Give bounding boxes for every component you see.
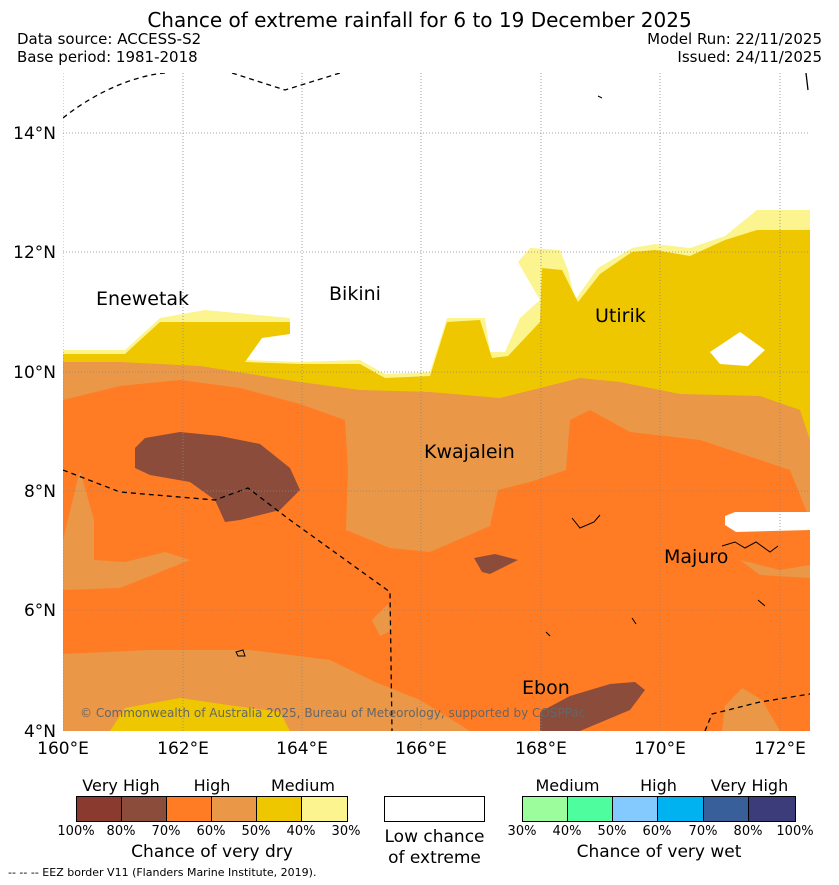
low-chance-patch-2 [725,512,810,532]
map-title: Chance of extreme rainfall for 6 to 19 D… [147,8,692,32]
wet-category-very-high: Very High [710,776,789,795]
wet-tick: 30% [507,824,537,839]
dry-category-high: High [193,776,231,795]
low-chance-label-2: of extreme [388,848,481,868]
wet-tick: 60% [642,824,672,839]
lon-label-170e: 170°E [634,739,686,759]
place-enewetak: Enewetak [96,288,189,310]
atoll-coastline-kwajalein [571,514,601,529]
lat-label-6n: 6°N [24,601,56,621]
dry-70-80-patch-3 [540,682,645,731]
wet-swatch-40-50 [568,797,613,821]
low-chance-label-1: Low chance [384,827,485,847]
model-run: Model Run: 22/11/2025 [647,30,822,48]
wet-swatch-80-100 [749,797,795,821]
atoll-coastline-misc [545,95,766,637]
dry-tick: 40% [286,824,316,839]
dry-40-50-strip-south [110,698,290,731]
issued-date: Issued: 24/11/2025 [677,48,822,66]
dry-tick: 60% [196,824,226,839]
dry-category-very-high: Very High [82,776,160,795]
lon-label-168e: 168°E [515,739,567,759]
low-chance-patch-1 [710,332,765,366]
lat-label-12n: 12°N [13,243,56,263]
base-period: Base period: 1981-2018 [17,48,198,66]
copyright-notice: © Commonwealth of Australia 2025, Bureau… [80,706,585,720]
dry-swatch-100-80 [77,797,122,821]
dry-tick: 100% [57,824,95,839]
eez-border-east [704,693,810,731]
dry-50-60-patch-mid [372,604,392,636]
place-majuro: Majuro [664,546,728,568]
wet-colorbar [522,796,796,822]
wet-tick: 70% [688,824,718,839]
wet-category-medium: Medium [535,776,600,795]
dry-swatch-70-60 [167,797,212,821]
lon-label-164e: 164°E [276,739,328,759]
dry-70-80-patch-1 [135,432,300,522]
dry-swatch-50-40 [257,797,302,821]
lat-label-8n: 8°N [24,482,56,502]
eez-border-ne [805,73,809,91]
dry-swatch-40-30 [302,797,347,821]
dry-70-80-patch-2 [474,554,518,574]
dry-colorbar [76,796,348,822]
dry-50-60-patch-west [63,470,190,590]
wet-swatch-70-80 [704,797,749,821]
dry-50-60-patch-ne [740,560,810,578]
dry-swatch-60-50 [212,797,257,821]
place-utirik: Utirik [595,305,646,327]
lon-label-160e: 160°E [37,739,89,759]
wet-caption: Chance of very wet [576,842,742,862]
place-kwajalein: Kwajalein [424,441,515,463]
dry-tick: 80% [106,824,136,839]
low-chance-swatch [384,796,485,822]
wet-swatch-60-70 [658,797,704,821]
eez-border-north [63,73,341,119]
eez-footnote: -- -- -- EEZ border V11 (Flanders Marine… [8,866,317,879]
dry-tick: 50% [241,824,271,839]
lon-label-162e: 162°E [157,739,209,759]
lat-label-10n: 10°N [13,363,56,383]
dry-caption: Chance of very dry [131,842,293,862]
lon-label-166e: 166°E [395,739,447,759]
wet-tick: 100% [776,824,814,839]
wet-swatch-30-40 [523,797,568,821]
dry-tick: 30% [331,824,361,839]
dry-category-medium: Medium [271,776,335,795]
lat-label-4n: 4°N [24,722,56,742]
dry-tick: 70% [151,824,181,839]
lon-label-172e: 172°E [754,739,806,759]
lat-label-14n: 14°N [13,124,56,144]
eez-border-west [63,469,393,731]
wet-swatch-50-60 [613,797,658,821]
place-bikini: Bikini [329,283,381,305]
wet-category-high: High [640,776,677,795]
atoll-coastline-majuro [721,541,779,553]
data-source: Data source: ACCESS-S2 [17,30,202,48]
wet-tick: 80% [733,824,763,839]
wet-tick: 40% [552,824,582,839]
dry-swatch-80-70 [122,797,167,821]
atoll-coastline-ebon [235,649,246,657]
dry-50-60-patch-east [722,688,780,731]
wet-tick: 50% [597,824,627,839]
place-ebon: Ebon [522,677,570,699]
